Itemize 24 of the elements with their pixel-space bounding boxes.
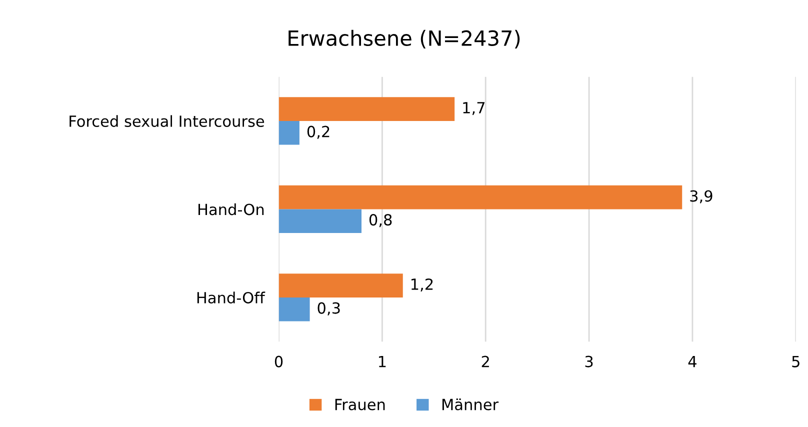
data-label: 0,3 bbox=[318, 302, 340, 316]
legend-label: Männer bbox=[442, 398, 499, 410]
bar bbox=[278, 209, 362, 234]
x-tick-label: 2 bbox=[482, 356, 489, 368]
y-tick-label: Hand-On bbox=[198, 203, 264, 216]
bar bbox=[278, 97, 455, 121]
x-tick-label: 1 bbox=[379, 356, 386, 368]
x-tick-label: 5 bbox=[792, 356, 800, 368]
data-label: 3,9 bbox=[690, 190, 712, 204]
x-tick-label: 3 bbox=[585, 356, 593, 368]
x-tick-label: 4 bbox=[688, 356, 696, 368]
legend-label: Frauen bbox=[335, 398, 385, 410]
bar bbox=[278, 185, 682, 210]
x-tick-label: 0 bbox=[274, 356, 283, 368]
data-label: 1,2 bbox=[411, 278, 433, 292]
chart-title: Erwachsene (N=2437) bbox=[288, 30, 520, 48]
bar bbox=[278, 120, 300, 145]
data-label: 0,2 bbox=[307, 126, 330, 139]
bar bbox=[278, 274, 403, 298]
y-tick-label: Hand-Off bbox=[197, 292, 266, 304]
bar bbox=[278, 297, 310, 322]
y-tick-label: Forced sexual Intercourse bbox=[70, 115, 264, 128]
data-label: 1,7 bbox=[463, 102, 485, 116]
data-label: 0,8 bbox=[369, 214, 392, 228]
